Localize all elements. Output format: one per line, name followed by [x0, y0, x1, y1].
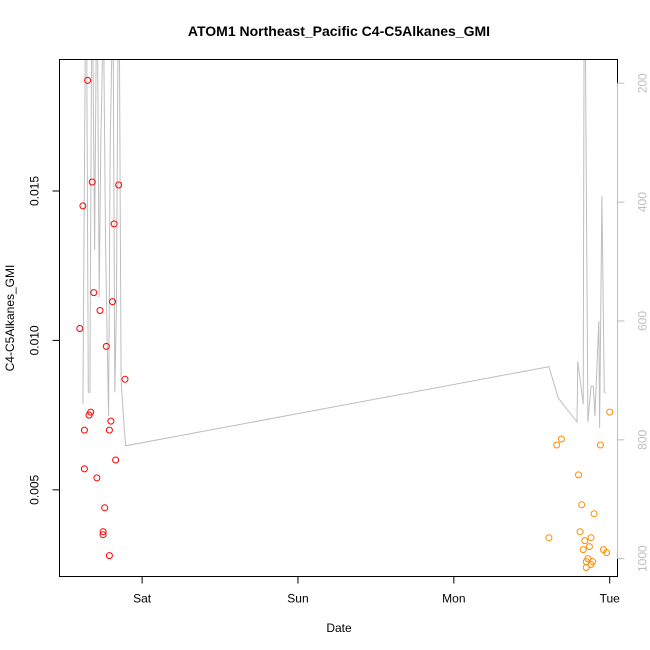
- data-point: [79, 202, 87, 210]
- data-point: [87, 408, 95, 416]
- x-tick-label: Sun: [287, 592, 308, 606]
- right-tick-label: 200: [636, 73, 650, 93]
- data-point: [596, 441, 604, 449]
- data-point: [578, 501, 586, 509]
- data-point: [576, 528, 584, 536]
- data-point: [589, 558, 597, 566]
- data-point: [88, 178, 96, 186]
- chart-title: ATOM1 Northeast_Pacific C4-C5Alkanes_GMI: [188, 23, 490, 39]
- y-axis: 0.005 0.010 0.015: [28, 176, 60, 505]
- data-point: [90, 289, 98, 297]
- data-point: [102, 342, 110, 350]
- data-point: [112, 456, 120, 464]
- x-tick-label: Sat: [133, 592, 152, 606]
- y-axis-label: C4-C5Alkanes_GMI: [3, 265, 17, 372]
- data-point: [590, 510, 598, 518]
- data-point: [101, 504, 109, 512]
- data-point: [575, 471, 582, 479]
- data-point: [553, 441, 561, 449]
- data-point: [115, 181, 123, 189]
- data-point: [84, 76, 92, 84]
- y-tick-label: 0.015: [28, 176, 42, 206]
- right-axis: 200 400 600 800 1000: [617, 73, 650, 572]
- gray-series-line: [82, 59, 606, 447]
- scatter-points: [76, 76, 614, 571]
- plot-frame: [59, 59, 618, 577]
- data-point: [107, 417, 115, 425]
- y-tick-label: 0.010: [28, 325, 42, 355]
- right-tick-label: 600: [636, 311, 650, 331]
- data-point: [557, 435, 565, 443]
- x-tick-label: Tue: [600, 592, 621, 606]
- x-axis: Sat Sun Mon Tue: [133, 576, 621, 606]
- data-point: [80, 426, 88, 434]
- data-point: [93, 474, 101, 482]
- data-point: [109, 298, 116, 306]
- data-point: [76, 325, 84, 332]
- x-axis-label: Date: [326, 621, 352, 635]
- data-point: [110, 220, 118, 228]
- data-point: [99, 531, 107, 539]
- series-line-2: [82, 59, 606, 447]
- right-tick-label: 400: [636, 192, 650, 212]
- data-point: [121, 375, 129, 383]
- right-tick-label: 800: [636, 429, 650, 449]
- right-tick-label: 1000: [636, 545, 650, 572]
- data-point: [96, 307, 104, 314]
- data-point: [606, 408, 614, 416]
- data-point: [80, 465, 88, 473]
- y-tick-label: 0.005: [28, 474, 42, 504]
- data-point: [579, 546, 587, 554]
- data-point: [105, 426, 113, 434]
- data-point: [587, 534, 595, 542]
- data-point: [105, 552, 113, 560]
- data-point: [581, 537, 589, 545]
- data-point: [99, 528, 107, 536]
- data-point: [545, 534, 553, 542]
- x-tick-label: Mon: [442, 592, 465, 606]
- data-point: [585, 543, 593, 551]
- data-point: [603, 549, 611, 557]
